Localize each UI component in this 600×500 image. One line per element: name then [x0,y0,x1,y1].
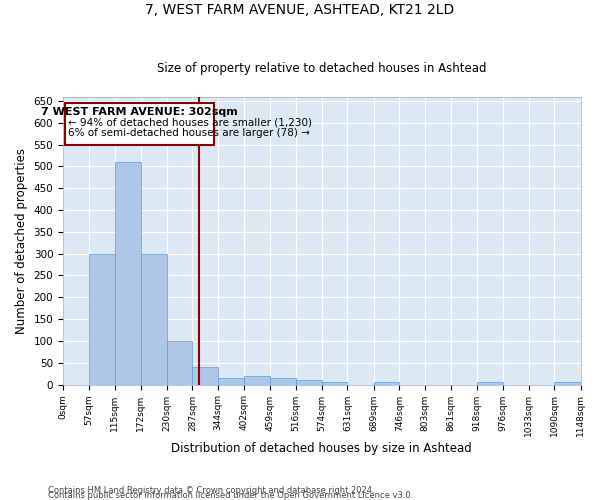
Bar [89,254,115,384]
Text: 6% of semi-detached houses are larger (78) →: 6% of semi-detached houses are larger (7… [68,128,310,138]
Bar [140,254,167,384]
Bar [477,382,503,384]
Bar [218,378,244,384]
Bar [296,380,322,384]
Text: Contains public sector information licensed under the Open Government Licence v3: Contains public sector information licen… [48,491,413,500]
Text: ← 94% of detached houses are smaller (1,230): ← 94% of detached houses are smaller (1,… [68,118,312,128]
Bar [167,341,193,384]
Y-axis label: Number of detached properties: Number of detached properties [15,148,28,334]
Text: 7, WEST FARM AVENUE, ASHTEAD, KT21 2LD: 7, WEST FARM AVENUE, ASHTEAD, KT21 2LD [145,2,455,16]
Bar [193,367,218,384]
Bar [322,382,347,384]
Text: 7 WEST FARM AVENUE: 302sqm: 7 WEST FARM AVENUE: 302sqm [41,107,238,117]
X-axis label: Distribution of detached houses by size in Ashtead: Distribution of detached houses by size … [172,442,472,455]
Bar [554,382,581,384]
Bar [270,378,296,384]
Bar [115,162,140,384]
Text: Contains HM Land Registry data © Crown copyright and database right 2024.: Contains HM Land Registry data © Crown c… [48,486,374,495]
Bar [244,376,270,384]
FancyBboxPatch shape [65,102,214,146]
Title: Size of property relative to detached houses in Ashtead: Size of property relative to detached ho… [157,62,487,74]
Bar [374,382,399,384]
